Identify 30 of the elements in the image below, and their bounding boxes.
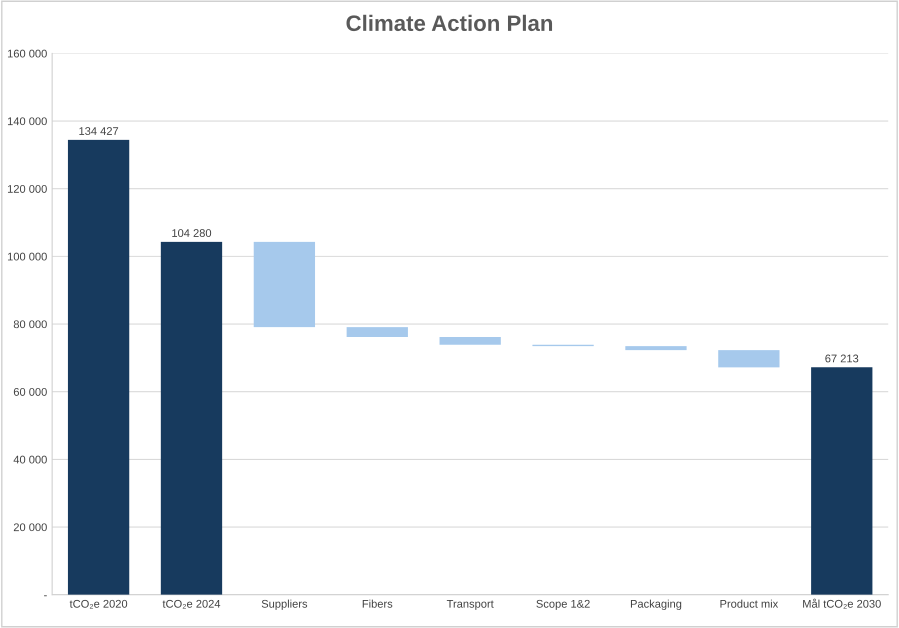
y-tick-label: - (44, 595, 47, 596)
y-tick-label: 60 000 (14, 388, 47, 396)
y-tick-label: 120 000 (8, 184, 47, 193)
x-tick-label: Mål tCO₂e 2030 (803, 598, 881, 609)
y-tick-label: 40 000 (14, 456, 47, 464)
y-tick-label: 140 000 (8, 117, 47, 126)
x-tick-label: Scope 1&2 (536, 600, 590, 610)
bar (160, 242, 222, 595)
y-tick-label: 160 000 (8, 50, 47, 58)
bar (718, 350, 780, 368)
bar (625, 346, 687, 350)
x-tick-label: Suppliers (262, 600, 308, 610)
chart-title: Climate Action Plan (346, 14, 552, 32)
y-tick-label: 80 000 (14, 320, 47, 328)
x-tick-label: Product mix (720, 600, 778, 608)
data-label: 134 427 (79, 127, 118, 135)
bar (811, 367, 872, 595)
x-tick-label: tCO₂e 2020 (70, 600, 128, 609)
bar (254, 242, 316, 328)
bar (346, 327, 408, 337)
data-label: 104 280 (172, 229, 212, 237)
x-tick-label: Fibers (362, 600, 392, 608)
bar (440, 336, 501, 345)
data-label: 67 213 (825, 354, 858, 362)
x-tick-label: Transport (446, 600, 494, 610)
x-tick-label: Packaging (630, 600, 682, 610)
y-tick-label: 100 000 (8, 252, 47, 261)
bar (68, 140, 130, 595)
y-tick-label: 20 000 (14, 523, 47, 532)
x-tick-label: tCO₂e 2024 (162, 600, 220, 609)
